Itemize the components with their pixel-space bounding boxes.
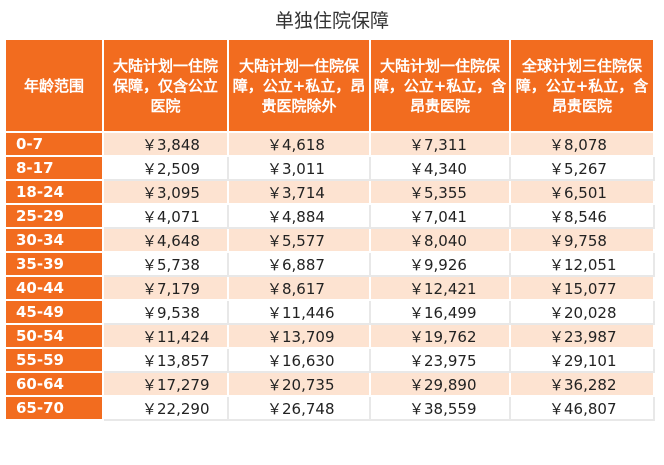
age-range-cell: 30-34: [4, 227, 104, 253]
premium-cell: ￥7,041: [369, 203, 511, 229]
age-range-cell: 60-64: [4, 371, 104, 397]
premium-cell: ￥9,926: [369, 251, 511, 277]
premium-cell: ￥12,421: [369, 275, 511, 301]
table-row: 40-44 ￥7,179 ￥8,617 ￥12,421 ￥15,077: [4, 275, 655, 301]
table-row: 30-34 ￥4,648 ￥5,577 ￥8,040 ￥9,758: [4, 227, 655, 253]
column-header-global-plan3: 全球计划三住院保障，公立+私立，含昂贵医院: [509, 38, 655, 133]
premium-cell: ￥8,078: [509, 131, 655, 157]
premium-cell: ￥5,738: [102, 251, 229, 277]
premium-table: 年龄范围 大陆计划一住院保障，仅含公立医院 大陆计划一住院保障，公立+私立，昂贵…: [4, 38, 655, 421]
premium-cell: ￥22,290: [102, 395, 229, 421]
premium-cell: ￥16,499: [369, 299, 511, 325]
premium-cell: ￥16,630: [227, 347, 371, 373]
premium-cell: ￥4,884: [227, 203, 371, 229]
premium-cell: ￥36,282: [509, 371, 655, 397]
premium-cell: ￥5,577: [227, 227, 371, 253]
premium-cell: ￥26,748: [227, 395, 371, 421]
table-row: 8-17 ￥2,509 ￥3,011 ￥4,340 ￥5,267: [4, 155, 655, 181]
premium-cell: ￥17,279: [102, 371, 229, 397]
premium-cell: ￥6,887: [227, 251, 371, 277]
column-header-age: 年龄范围: [4, 38, 104, 133]
premium-cell: ￥29,101: [509, 347, 655, 373]
age-range-cell: 8-17: [4, 155, 104, 181]
age-range-cell: 18-24: [4, 179, 104, 205]
premium-cell: ￥46,807: [509, 395, 655, 421]
age-range-cell: 0-7: [4, 131, 104, 157]
premium-cell: ￥12,051: [509, 251, 655, 277]
premium-cell: ￥38,559: [369, 395, 511, 421]
premium-cell: ￥9,758: [509, 227, 655, 253]
table-row: 65-70 ￥22,290 ￥26,748 ￥38,559 ￥46,807: [4, 395, 655, 421]
premium-cell: ￥20,028: [509, 299, 655, 325]
premium-cell: ￥4,618: [227, 131, 371, 157]
table-row: 35-39 ￥5,738 ￥6,887 ￥9,926 ￥12,051: [4, 251, 655, 277]
age-range-cell: 55-59: [4, 347, 104, 373]
premium-cell: ￥5,355: [369, 179, 511, 205]
premium-cell: ￥19,762: [369, 323, 511, 349]
table-row: 55-59 ￥13,857 ￥16,630 ￥23,975 ￥29,101: [4, 347, 655, 373]
premium-cell: ￥15,077: [509, 275, 655, 301]
premium-cell: ￥8,546: [509, 203, 655, 229]
premium-cell: ￥13,857: [102, 347, 229, 373]
premium-cell: ￥5,267: [509, 155, 655, 181]
premium-cell: ￥9,538: [102, 299, 229, 325]
premium-cell: ￥4,071: [102, 203, 229, 229]
table-row: 50-54 ￥11,424 ￥13,709 ￥19,762 ￥23,987: [4, 323, 655, 349]
premium-cell: ￥6,501: [509, 179, 655, 205]
column-header-plan1-public: 大陆计划一住院保障，仅含公立医院: [102, 38, 229, 133]
premium-cell: ￥23,975: [369, 347, 511, 373]
column-header-plan1-incl-expensive: 大陆计划一住院保障，公立+私立，含昂贵医院: [369, 38, 511, 133]
table-row: 0-7 ￥3,848 ￥4,618 ￥7,311 ￥8,078: [4, 131, 655, 157]
table-row: 45-49 ￥9,538 ￥11,446 ￥16,499 ￥20,028: [4, 299, 655, 325]
age-range-cell: 40-44: [4, 275, 104, 301]
premium-cell: ￥11,446: [227, 299, 371, 325]
table-header-row: 年龄范围 大陆计划一住院保障，仅含公立医院 大陆计划一住院保障，公立+私立，昂贵…: [4, 38, 655, 133]
premium-cell: ￥13,709: [227, 323, 371, 349]
table-row: 25-29 ￥4,071 ￥4,884 ￥7,041 ￥8,546: [4, 203, 655, 229]
premium-cell: ￥20,735: [227, 371, 371, 397]
premium-cell: ￥3,095: [102, 179, 229, 205]
premium-cell: ￥11,424: [102, 323, 229, 349]
premium-cell: ￥4,648: [102, 227, 229, 253]
premium-cell: ￥23,987: [509, 323, 655, 349]
column-header-plan1-excl-expensive: 大陆计划一住院保障，公立+私立，昂贵医院除外: [227, 38, 371, 133]
age-range-cell: 50-54: [4, 323, 104, 349]
age-range-cell: 45-49: [4, 299, 104, 325]
premium-cell: ￥4,340: [369, 155, 511, 181]
premium-cell: ￥2,509: [102, 155, 229, 181]
premium-cell: ￥7,179: [102, 275, 229, 301]
page-title: 单独住院保障: [274, 10, 389, 32]
age-range-cell: 35-39: [4, 251, 104, 277]
premium-cell: ￥8,040: [369, 227, 511, 253]
age-range-cell: 25-29: [4, 203, 104, 229]
age-range-cell: 65-70: [4, 395, 104, 421]
table-body: 0-7 ￥3,848 ￥4,618 ￥7,311 ￥8,078 8-17 ￥2,509 ￥3,…: [4, 131, 655, 421]
table-row: 18-24 ￥3,095 ￥3,714 ￥5,355 ￥6,501: [4, 179, 655, 205]
table-row: 60-64 ￥17,279 ￥20,735 ￥29,890 ￥36,282: [4, 371, 655, 397]
premium-cell: ￥29,890: [369, 371, 511, 397]
premium-cell: ￥3,848: [102, 131, 229, 157]
premium-cell: ￥8,617: [227, 275, 371, 301]
premium-cell: ￥3,011: [227, 155, 371, 181]
premium-cell: ￥3,714: [227, 179, 371, 205]
premium-cell: ￥7,311: [369, 131, 511, 157]
